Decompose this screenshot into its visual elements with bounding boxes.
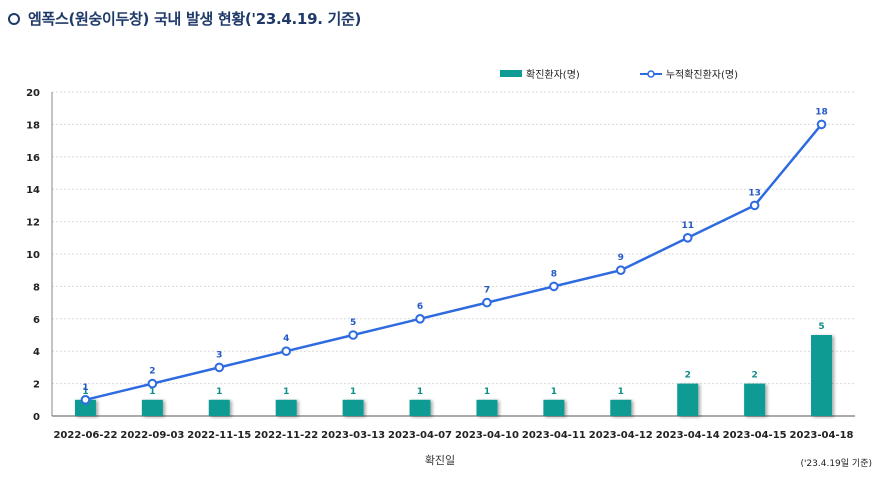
line-point	[281, 346, 292, 357]
bar-value-label: 1	[82, 387, 88, 397]
line-point	[549, 281, 559, 292]
line-value-label: 6	[417, 302, 423, 312]
x-tick-label: 2023-04-07	[388, 430, 452, 441]
bar-value-label: 1	[149, 387, 155, 397]
x-tick-label: 2023-04-14	[656, 430, 720, 441]
line-value-label: 9	[618, 253, 624, 263]
bar-value-label: 1	[551, 387, 557, 397]
line-point	[615, 265, 626, 276]
line-point	[348, 330, 358, 340]
y-tick-label: 12	[26, 218, 40, 229]
line-point	[147, 378, 158, 389]
legend-line-label: 누적확진환자(명)	[665, 70, 739, 81]
x-tick-label: 2022-11-15	[187, 430, 251, 441]
x-tick-label: 2023-04-15	[723, 430, 787, 441]
bar-value-label: 2	[751, 371, 757, 381]
line-point	[415, 314, 425, 324]
page-title: 엠폭스(원숭이두창) 국내 발생 현황('23.4.19. 기준)	[28, 10, 362, 28]
line-point	[80, 395, 91, 405]
x-tick-label: 2022-09-03	[120, 430, 184, 441]
bar	[677, 383, 699, 416]
y-tick-label: 0	[33, 412, 40, 423]
bar	[141, 399, 163, 416]
line-point	[816, 119, 827, 130]
line-value-label: 8	[551, 269, 557, 279]
line-point	[682, 233, 693, 243]
y-tick-label: 18	[26, 120, 40, 131]
bar	[811, 335, 833, 416]
y-tick-label: 4	[33, 347, 40, 358]
bar	[208, 399, 230, 416]
x-tick-label: 2022-11-22	[254, 430, 318, 441]
bar	[543, 399, 565, 416]
legend-bar-label: 확진환자(명)	[526, 70, 580, 81]
y-tick-label: 16	[26, 153, 40, 164]
line-value-label: 4	[283, 334, 289, 344]
line-value-label: 18	[815, 107, 828, 117]
bar-value-label: 1	[484, 387, 490, 397]
y-tick-label: 8	[33, 282, 40, 293]
line-value-label: 13	[748, 188, 761, 198]
circle-bullet-icon	[8, 12, 20, 25]
cumulative-line	[85, 123, 823, 402]
legend-line-swatch	[639, 69, 662, 78]
line-value-label: 1	[82, 383, 88, 393]
chart-legend: 확진환자(명) 누적확진환자(명)	[500, 66, 798, 81]
line-point	[482, 297, 492, 308]
x-axis-label: 확진일	[424, 454, 456, 467]
line-value-label: 2	[149, 367, 155, 377]
y-tick-label: 20	[26, 88, 40, 99]
legend-bar-swatch	[500, 70, 522, 77]
x-tick-label: 2023-04-12	[589, 430, 653, 441]
bar-value-label: 1	[216, 387, 222, 397]
bar	[476, 399, 498, 416]
date-note: ('23.4.19일 기준)	[800, 459, 872, 469]
bar	[610, 399, 632, 416]
bar	[342, 399, 364, 416]
y-tick-label: 10	[26, 250, 40, 261]
bar-value-label: 1	[417, 387, 423, 397]
x-tick-label: 2023-04-11	[522, 430, 586, 441]
legend-item-line: 누적확진환자(명)	[639, 66, 739, 81]
bar	[744, 383, 766, 416]
y-tick-label: 14	[26, 185, 40, 196]
x-tick-label: 2022-06-22	[53, 430, 117, 441]
title-row: 엠폭스(원숭이두창) 국내 발생 현황('23.4.19. 기준)	[8, 8, 361, 29]
bar	[275, 399, 297, 416]
line-point	[749, 200, 760, 211]
x-tick-label: 2023-03-13	[321, 430, 385, 441]
bar-value-label: 1	[350, 387, 356, 397]
bar-value-label: 1	[618, 387, 624, 397]
bar	[74, 399, 96, 416]
legend-item-bar: 확진환자(명)	[500, 66, 580, 81]
x-tick-label: 2023-04-10	[455, 430, 519, 441]
line-value-label: 7	[484, 286, 490, 296]
bar-value-label: 1	[283, 387, 289, 397]
x-tick-label: 2023-04-18	[790, 430, 854, 441]
bar-value-label: 5	[818, 322, 824, 332]
line-value-label: 11	[681, 221, 694, 231]
y-tick-label: 6	[33, 315, 40, 326]
line-point	[214, 362, 225, 373]
bar-value-label: 2	[685, 371, 691, 381]
y-tick-label: 2	[33, 380, 40, 391]
line-value-label: 5	[350, 318, 356, 328]
line-value-label: 3	[216, 350, 222, 360]
bar	[409, 399, 431, 416]
